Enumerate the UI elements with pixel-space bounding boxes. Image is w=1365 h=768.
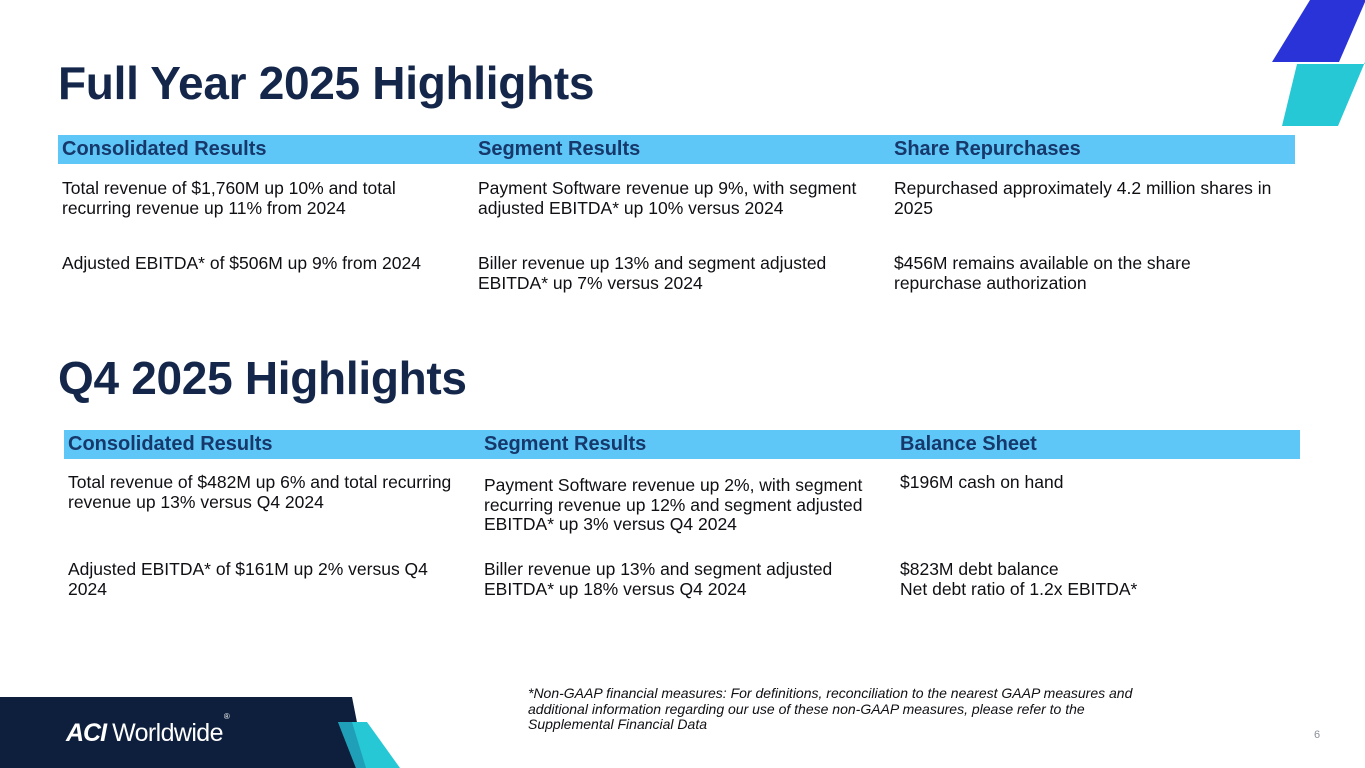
- table-cell: Biller revenue up 13% and segment adjust…: [478, 253, 827, 293]
- table-cell: $196M cash on hand: [900, 472, 1064, 492]
- footer-navy-shape: [0, 697, 366, 768]
- page-title-full-year: Full Year 2025 Highlights: [58, 57, 595, 109]
- table-cell: $456M remains available on the share rep…: [894, 253, 1191, 293]
- q4-table: Consolidated Results Segment Results Bal…: [64, 430, 1300, 600]
- footer-teal-dark-stripe: [338, 722, 366, 768]
- table-header: Segment Results: [480, 430, 896, 459]
- corner-decoration: [1272, 0, 1365, 126]
- page-number: 6: [1314, 729, 1321, 741]
- footer-band: [0, 697, 400, 768]
- table-header: Balance Sheet: [896, 430, 1300, 459]
- corner-teal-stripe: [1282, 62, 1365, 126]
- table-cell: Payment Software revenue up 2%, with seg…: [484, 475, 863, 534]
- table-cell: Adjusted EBITDA* of $506M up 9% from 202…: [62, 253, 421, 273]
- table-header: Share Repurchases: [890, 135, 1295, 164]
- table-header: Consolidated Results: [64, 430, 480, 459]
- logo-registered: ®: [223, 712, 230, 721]
- logo-wordmark: Worldwide®: [112, 713, 230, 747]
- table-header: Consolidated Results: [58, 135, 474, 164]
- logo-word: Worldwide: [112, 719, 223, 747]
- table-cell: Repurchased approximately 4.2 million sh…: [894, 178, 1272, 218]
- full-year-table: Consolidated Results Segment Results Sha…: [58, 135, 1295, 294]
- logo-mark: ACI: [66, 719, 107, 747]
- table-cell: $823M debt balance Net debt ratio of 1.2…: [896, 558, 1300, 600]
- footnote: *Non-GAAP financial measures: For defini…: [528, 685, 1133, 732]
- aci-worldwide-logo: ACI Worldwide®: [66, 713, 230, 747]
- corner-blue-stripe: [1272, 0, 1365, 62]
- table-cell-line: $823M debt balance: [900, 559, 1059, 579]
- table-cell: Adjusted EBITDA* of $161M up 2% versus Q…: [68, 559, 428, 599]
- table-header: Segment Results: [474, 135, 890, 164]
- table-cell: Total revenue of $1,760M up 10% and tota…: [62, 178, 396, 218]
- table-cell: Total revenue of $482M up 6% and total r…: [68, 472, 452, 512]
- table-cell: Biller revenue up 13% and segment adjust…: [484, 559, 833, 599]
- table-cell-line: Net debt ratio of 1.2x EBITDA*: [900, 578, 1138, 599]
- page-title-q4: Q4 2025 Highlights: [58, 352, 467, 404]
- table-cell: Payment Software revenue up 9%, with seg…: [478, 178, 857, 218]
